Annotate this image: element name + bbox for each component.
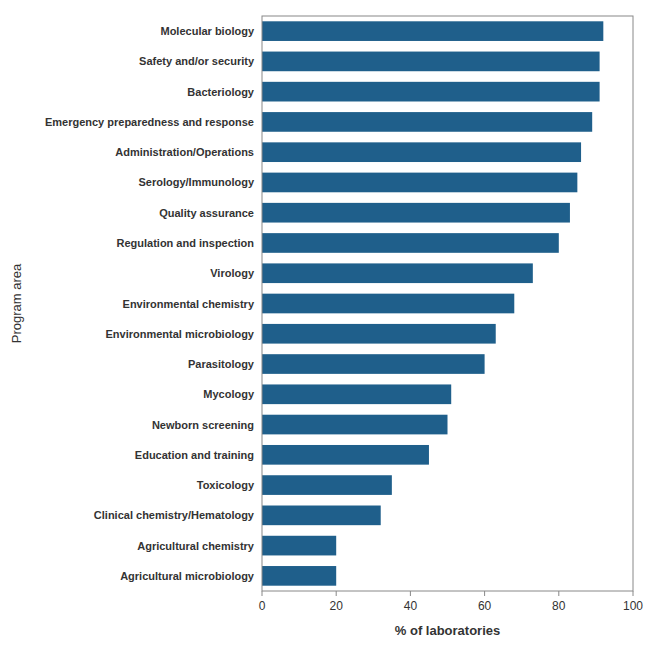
bar xyxy=(262,203,570,223)
category-label: Bacteriology xyxy=(187,86,255,98)
y-axis-title: Program area xyxy=(9,263,24,343)
bar xyxy=(262,21,603,41)
page: {"chart_data": {"type": "bar", "orientat… xyxy=(0,0,657,649)
category-label: Emergency preparedness and response xyxy=(45,116,254,128)
category-label: Molecular biology xyxy=(160,25,254,37)
category-label: Environmental microbiology xyxy=(105,328,254,340)
tick-mark xyxy=(633,591,634,596)
tick-mark xyxy=(336,591,337,596)
tick-label: 40 xyxy=(404,599,418,613)
bar xyxy=(262,82,600,102)
tick-mark xyxy=(484,591,485,596)
tick-mark xyxy=(558,591,559,596)
tick-label: 80 xyxy=(552,599,566,613)
category-label: Virology xyxy=(210,267,255,279)
tick-label: 20 xyxy=(330,599,344,613)
tick-mark xyxy=(262,591,263,596)
category-label: Parasitology xyxy=(188,358,255,370)
category-label: Quality assurance xyxy=(159,207,254,219)
bar xyxy=(262,52,600,72)
tick-label: 0 xyxy=(259,599,266,613)
bar xyxy=(262,536,336,556)
bar xyxy=(262,415,448,435)
bar xyxy=(262,354,485,374)
category-label: Safety and/or security xyxy=(139,55,255,67)
chart: 0 20 40 60 80 100 Agricultural microbiology Agr… xyxy=(0,0,657,649)
category-label: Regulation and inspection xyxy=(116,237,254,249)
tick-label: 60 xyxy=(478,599,492,613)
bar xyxy=(262,475,392,495)
category-label: Administration/Operations xyxy=(115,146,254,158)
tick-label: 100 xyxy=(623,599,643,613)
category-label: Agricultural chemistry xyxy=(137,540,255,552)
category-label: Mycology xyxy=(203,388,255,400)
bar xyxy=(262,142,581,162)
bar xyxy=(262,384,451,404)
category-label: Agricultural microbiology xyxy=(120,570,255,582)
bar xyxy=(262,506,381,526)
bar xyxy=(262,324,496,344)
bar xyxy=(262,445,429,465)
bars xyxy=(262,21,603,585)
bar xyxy=(262,566,336,586)
bar xyxy=(262,263,533,283)
category-label: Serology/Immunology xyxy=(138,176,254,188)
bar xyxy=(262,112,592,132)
bar xyxy=(262,233,559,253)
bar xyxy=(262,294,514,314)
category-label: Environmental chemistry xyxy=(123,298,255,310)
category-label: Education and training xyxy=(135,449,254,461)
tick-mark xyxy=(410,591,411,596)
category-label: Newborn screening xyxy=(152,419,254,431)
category-label: Clinical chemistry/Hematology xyxy=(94,509,255,521)
category-label: Toxicology xyxy=(197,479,255,491)
bar xyxy=(262,173,577,193)
x-axis-title: % of laboratories xyxy=(395,623,500,638)
plot-frame xyxy=(262,16,633,591)
